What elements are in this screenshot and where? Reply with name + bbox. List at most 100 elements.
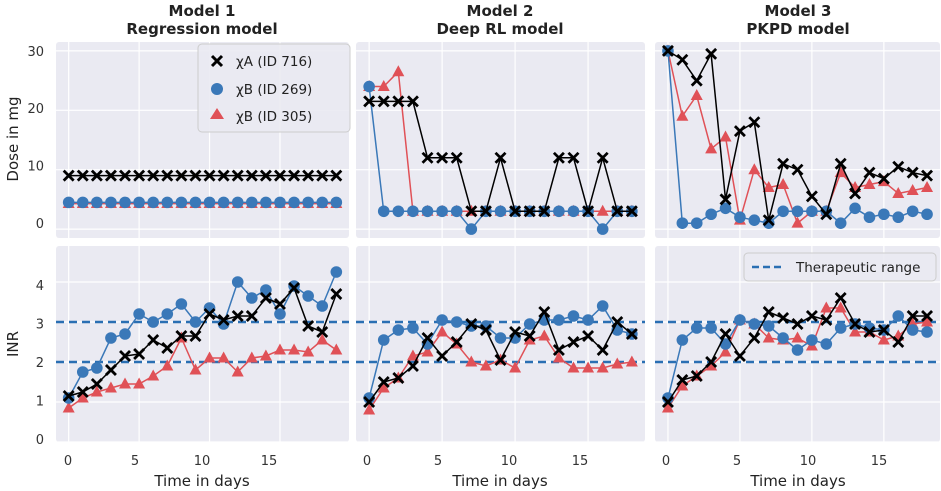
series-a-point (705, 47, 718, 60)
series-b2-point (377, 80, 390, 92)
series-a-point (245, 310, 258, 322)
xtick-m2-15: 15 (572, 454, 589, 469)
series-a-point (552, 151, 565, 164)
series-a-point (567, 151, 580, 164)
xtick-m1-10: 10 (194, 454, 211, 469)
series-b1-point (91, 196, 103, 209)
series-a-point (231, 310, 244, 322)
series-a-point (777, 157, 790, 170)
series-b1-point (734, 314, 746, 326)
series-b1-point (363, 80, 375, 93)
series-b2-point (661, 401, 674, 413)
series-a-point (892, 336, 905, 348)
series-b2-point (834, 301, 847, 313)
series-b2-point (676, 109, 689, 121)
series-a-point (509, 326, 522, 338)
series-b1-point (465, 223, 478, 235)
series-b1-point (748, 214, 761, 226)
series-b1-point (133, 308, 145, 320)
series-b2-point (189, 363, 202, 375)
series-b1-point (878, 208, 890, 221)
series-b1-point (330, 266, 343, 278)
series-b1-point (189, 196, 202, 209)
series-a-point (625, 205, 638, 218)
series-a-point (189, 330, 202, 342)
series-a-point (161, 169, 174, 182)
series-b1-point (567, 205, 580, 218)
series-b1-point (921, 326, 933, 338)
series-b1-point (91, 362, 103, 374)
series-b1-point (494, 205, 507, 218)
series-a-point (465, 318, 478, 330)
series-b1-point (175, 298, 188, 310)
ytick-bottom-1: 1 (36, 395, 44, 410)
series-a-point (611, 316, 624, 328)
panel-title-model-1: Model 1 (169, 2, 236, 20)
y-axis-label-dose: Dose in mg (4, 96, 22, 181)
series-b2-point (406, 349, 419, 361)
legend-bottom: Therapeutic range (743, 252, 937, 282)
series-b2-point (552, 351, 565, 363)
series-b2-point (161, 359, 174, 371)
series-b1-point (806, 334, 818, 346)
legend-label-therapeutic: Therapeutic range (795, 260, 920, 276)
series-a-point (175, 169, 188, 182)
series-b1-point (407, 205, 419, 218)
series-a-point (479, 205, 492, 218)
ytick-top-0: 0 (36, 217, 44, 232)
series-a-point (538, 205, 551, 218)
series-a-point (147, 334, 160, 346)
series-b1-point (820, 338, 833, 350)
series-b1-point (392, 324, 405, 336)
series-b1-point (377, 205, 390, 218)
series-b1-point (676, 334, 689, 346)
series-a-point (421, 151, 434, 164)
series-a-point (820, 208, 833, 221)
ytick-top-30: 30 (27, 45, 44, 60)
series-a-point (834, 292, 847, 304)
series-a-point (76, 386, 89, 398)
legend-bottom-box (743, 252, 937, 282)
series-b1-point (436, 314, 448, 326)
series-a-point (436, 151, 449, 164)
series-b1-point (392, 205, 405, 218)
series-b1-point (791, 205, 804, 218)
series-b2-point (611, 357, 624, 369)
series-b1-point (523, 318, 536, 330)
series-a-point (733, 125, 746, 138)
series-a-point (523, 330, 536, 342)
series-b1-point (62, 196, 75, 209)
series-b2-point (421, 345, 434, 357)
series-a-point (302, 169, 315, 182)
series-a-point (175, 330, 188, 342)
series-a-point (119, 350, 132, 362)
series-b2-point (76, 391, 89, 403)
series-a-point (906, 310, 919, 322)
series-a-point (231, 169, 244, 182)
series-b1-point (863, 211, 876, 224)
series-a-point (582, 330, 595, 342)
series-a-point (273, 298, 286, 310)
series-a-point (217, 314, 230, 326)
series-b1-point (734, 211, 746, 224)
series-a-point (661, 44, 674, 57)
series-a-point (719, 328, 732, 340)
series-b1-point (119, 328, 131, 340)
series-a-point (421, 332, 434, 344)
series-b2-point (762, 181, 775, 193)
series-a-point (906, 166, 919, 179)
series-b2-point (849, 325, 862, 337)
series-b1-point (582, 314, 594, 326)
x-axis-label-model-1: Time in days (153, 472, 250, 490)
series-b1-point (567, 310, 580, 322)
series-b1-point (777, 205, 789, 218)
series-b2-point (523, 333, 536, 345)
series-b1-point (203, 196, 216, 209)
series-b1-point (231, 196, 244, 209)
series-b1-point (217, 196, 230, 209)
series-a-point (363, 95, 376, 108)
series-b1-point (76, 366, 89, 378)
series-b2-point (892, 186, 905, 198)
series-b2-point (273, 343, 286, 355)
series-a-point (494, 151, 507, 164)
